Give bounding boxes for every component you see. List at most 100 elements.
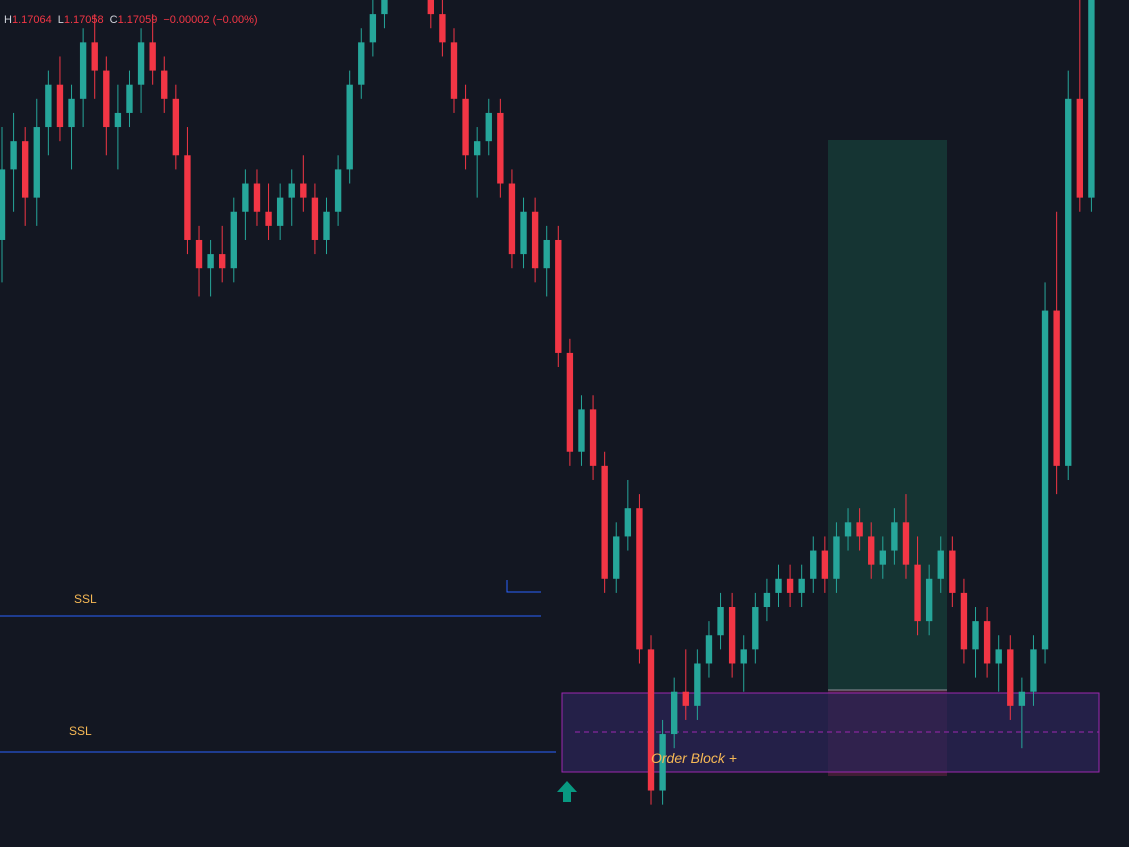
bear-candle[interactable]: [914, 564, 921, 622]
bear-candle[interactable]: [439, 14, 446, 43]
bull-candle[interactable]: [68, 98, 75, 128]
bull-candle[interactable]: [925, 578, 933, 622]
bear-candle[interactable]: [960, 592, 968, 650]
bear-candle[interactable]: [647, 649, 655, 791]
bull-candle[interactable]: [972, 621, 979, 650]
bull-candle[interactable]: [230, 211, 237, 269]
bull-candle[interactable]: [798, 578, 805, 593]
bear-candle[interactable]: [902, 522, 910, 565]
bear-candle[interactable]: [149, 42, 156, 71]
bull-candle[interactable]: [810, 550, 817, 579]
bear-candle[interactable]: [300, 183, 307, 198]
bear-candle[interactable]: [427, 0, 434, 15]
bull-candle[interactable]: [207, 254, 214, 269]
bull-candle[interactable]: [694, 663, 701, 706]
bull-candle[interactable]: [0, 169, 6, 240]
bear-candle[interactable]: [497, 112, 504, 184]
bear-candle[interactable]: [682, 691, 689, 706]
bull-candle[interactable]: [126, 84, 133, 113]
bear-candle[interactable]: [450, 42, 458, 99]
bear-candle[interactable]: [195, 239, 203, 269]
bear-candle[interactable]: [172, 98, 180, 156]
bull-candle[interactable]: [137, 42, 145, 85]
bear-candle[interactable]: [601, 465, 608, 579]
bull-candle[interactable]: [1030, 649, 1037, 692]
bull-candle[interactable]: [45, 84, 52, 128]
bull-candle[interactable]: [844, 522, 852, 537]
ssl-upper-step-line: [506, 580, 541, 593]
bull-candle[interactable]: [276, 197, 284, 226]
bull-candle[interactable]: [659, 734, 666, 791]
bear-candle[interactable]: [253, 183, 261, 212]
bull-candle[interactable]: [381, 0, 388, 15]
bear-candle[interactable]: [983, 621, 991, 664]
bear-candle[interactable]: [508, 183, 516, 255]
bear-candle[interactable]: [949, 550, 956, 593]
bull-candle[interactable]: [485, 112, 492, 142]
bull-candle[interactable]: [891, 522, 898, 551]
bear-candle[interactable]: [636, 508, 643, 650]
bear-candle[interactable]: [589, 409, 597, 466]
bear-candle[interactable]: [91, 42, 98, 71]
bull-candle[interactable]: [10, 141, 17, 170]
bear-candle[interactable]: [311, 197, 319, 240]
bear-candle[interactable]: [821, 550, 829, 579]
bull-candle[interactable]: [995, 649, 1002, 664]
bull-candle[interactable]: [242, 183, 249, 212]
bear-candle[interactable]: [1076, 98, 1084, 198]
bear-candle[interactable]: [103, 70, 110, 128]
bull-candle[interactable]: [578, 409, 585, 452]
bull-candle[interactable]: [323, 211, 330, 240]
bull-candle[interactable]: [1065, 98, 1072, 466]
bull-candle[interactable]: [1041, 310, 1049, 650]
bull-candle[interactable]: [79, 42, 87, 99]
order-block-label: Order Block +: [651, 750, 737, 766]
bear-candle[interactable]: [21, 141, 29, 198]
bear-candle[interactable]: [1053, 310, 1060, 466]
bull-candle[interactable]: [937, 550, 944, 579]
bull-candle[interactable]: [879, 550, 886, 565]
bear-candle[interactable]: [856, 522, 863, 537]
bull-candle[interactable]: [543, 239, 550, 269]
bull-candle[interactable]: [775, 578, 782, 593]
bull-candle[interactable]: [346, 84, 353, 170]
bull-candle[interactable]: [705, 635, 713, 664]
bull-candle[interactable]: [1088, 0, 1095, 198]
bull-candle[interactable]: [473, 141, 481, 156]
bull-candle[interactable]: [740, 649, 747, 664]
bull-candle[interactable]: [33, 127, 40, 198]
bear-candle[interactable]: [265, 211, 272, 226]
bear-candle[interactable]: [56, 84, 64, 128]
bear-candle[interactable]: [219, 254, 226, 269]
bull-candle[interactable]: [671, 691, 678, 735]
bull-candle[interactable]: [613, 536, 620, 579]
bull-candle[interactable]: [833, 536, 840, 579]
bear-candle[interactable]: [462, 98, 469, 156]
bear-candle[interactable]: [566, 352, 574, 452]
bear-candle[interactable]: [161, 70, 168, 99]
bear-candle[interactable]: [868, 536, 875, 565]
bear-candle[interactable]: [1007, 649, 1014, 706]
bear-candle[interactable]: [555, 239, 562, 353]
bear-candle[interactable]: [184, 155, 191, 240]
bear-candle[interactable]: [531, 211, 539, 269]
bear-candle[interactable]: [728, 607, 736, 664]
up-arrow-icon[interactable]: [557, 781, 577, 802]
high-key: H: [4, 14, 12, 26]
bull-candle[interactable]: [369, 14, 377, 43]
bull-candle[interactable]: [334, 169, 342, 212]
bull-candle[interactable]: [717, 607, 724, 636]
bull-candle[interactable]: [1018, 691, 1026, 706]
close-key: C: [109, 14, 118, 26]
bull-candle[interactable]: [752, 607, 759, 650]
low-key: L: [57, 14, 64, 26]
bull-candle[interactable]: [763, 592, 771, 608]
bull-candle[interactable]: [624, 508, 632, 537]
bull-candle[interactable]: [358, 42, 365, 85]
bull-candle[interactable]: [520, 211, 527, 255]
bull-candle[interactable]: [288, 183, 295, 198]
bear-candle[interactable]: [786, 578, 794, 593]
bull-candle[interactable]: [114, 112, 122, 128]
